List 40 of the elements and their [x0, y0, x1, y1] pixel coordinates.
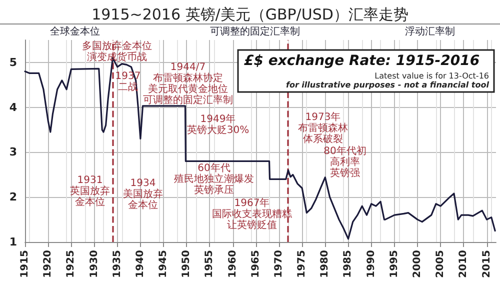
x-tick-label: 1945 [158, 250, 170, 278]
annotation: 1949年英镑大贬30% [186, 113, 250, 136]
annotation: 1973年布雷顿森林体系破裂 [298, 111, 348, 145]
x-tick-label: 1940 [134, 250, 146, 278]
text: 可调整的固定汇率制 [210, 26, 300, 38]
x-tick-label: 1920 [42, 250, 54, 278]
x-tick-label: 1925 [66, 250, 77, 278]
x-tick-label: 1990 [366, 250, 377, 278]
annotation: 1934美国放弃金本位 [123, 178, 163, 211]
annotation: Latest value is for 13-Oct-16 [374, 72, 489, 80]
text: £$ exchange Rate: 1915-2016 [244, 53, 480, 69]
x-tick-label: 1955 [204, 250, 216, 278]
text: 全球金本位 [50, 26, 100, 38]
annotation: 60年代殖民地独立潮爆发英镑承压 [174, 162, 254, 196]
x-tick-label: 1915 [20, 250, 30, 278]
y-tick-label: 4 [9, 100, 18, 114]
x-tick-label: 1960 [227, 250, 238, 278]
x-tick-label: 1930 [88, 250, 100, 278]
x-tick-label: 1970 [273, 250, 284, 278]
y-tick-label: 2 [9, 190, 17, 204]
x-tick-label: 2000 [412, 250, 423, 278]
annotation: 1931英国放弃金本位 [70, 175, 110, 208]
chart-title: 1915~2016 英镑/美元（GBP/USD）汇率走势 [92, 6, 408, 24]
x-tick-label: 1985 [342, 250, 354, 278]
x-tick-label: 1980 [320, 250, 331, 278]
y-tick-label: 1 [9, 236, 17, 248]
x-tick-label: 1975 [296, 250, 308, 278]
annotation: 1944/7布雷顿森林协定美元取代黄金地位可调整的固定汇率制 [143, 62, 233, 106]
annotation: for illustrative purposes - not a financial tool [286, 80, 490, 90]
x-tick-label: 2005 [435, 250, 446, 278]
x-tick-label: 1950 [181, 250, 192, 278]
y-tick-label: 3 [9, 146, 17, 159]
x-tick-label: 2015 [481, 250, 492, 278]
y-tick-label: 5 [9, 56, 17, 69]
x-tick-label: 1935 [112, 250, 123, 278]
x-tick-label: 1965 [250, 250, 262, 278]
text: 浮动汇率制 [405, 26, 455, 38]
x-tick-label: 2010 [458, 250, 470, 278]
annotation: 80年代初高利率英镑强 [324, 145, 366, 179]
x-tick-label: 1995 [388, 250, 400, 278]
